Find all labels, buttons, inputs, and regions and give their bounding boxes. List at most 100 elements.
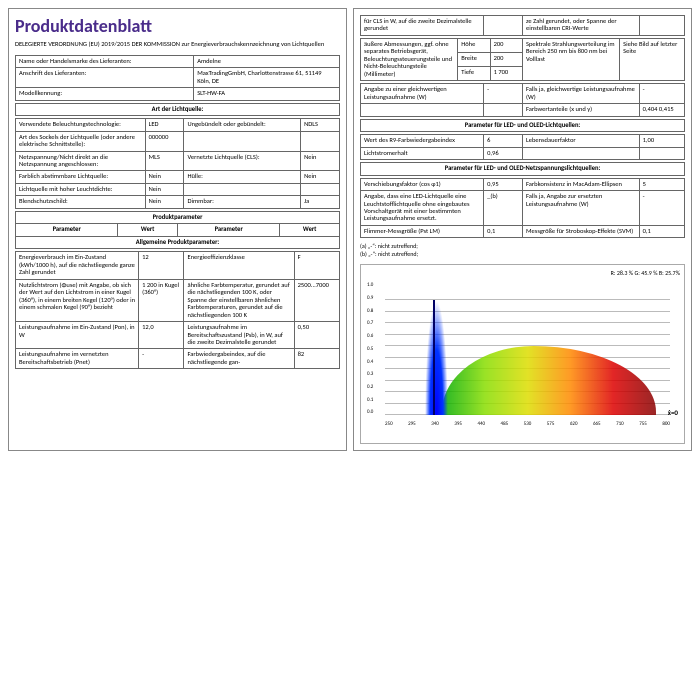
cell: Nein [145, 196, 184, 208]
dim-cell: Tiefe [458, 67, 490, 81]
cell: 12 [139, 252, 184, 279]
x-tick: 710 [616, 421, 624, 427]
cell: Vernetzte Lichtquelle (CLS): [184, 151, 301, 171]
cell: MLS [145, 151, 184, 171]
cell [639, 16, 684, 36]
param-col: Wert [118, 224, 178, 236]
netz-hdr-table: Parameter für LED- und OLED-Netzspannung… [360, 162, 685, 175]
x-tick: 665 [593, 421, 601, 427]
cell: Angabe, dass eine LED-Lichtquelle eine L… [361, 191, 484, 226]
cell: - [484, 84, 523, 104]
allg-body: Energieverbrauch im Ein-Zustand (kWh/100… [15, 251, 340, 369]
footnote-a: (a) „-“: nicht zutreffend; [360, 242, 685, 250]
y-tick: 0.3 [367, 371, 373, 377]
y-axis: 0.00.10.20.30.40.50.60.70.80.91.0 [367, 282, 373, 415]
supplier-addr-label: Anschrift des Lieferanten: [16, 68, 194, 88]
model-value: SLT-HW-FA [194, 88, 340, 100]
cell: Nein [301, 151, 340, 171]
x-tick: 620 [570, 421, 578, 427]
cell [522, 147, 639, 159]
cell: - [639, 191, 684, 226]
param-table: Produktparameter ParameterWertParameterW… [15, 211, 340, 249]
led-body: Wert des R9-Farbwiedergabeindex6Lebensda… [360, 134, 685, 160]
cell: 000000 [145, 131, 184, 151]
allg-header: Allgemeine Produktparameter: [16, 236, 340, 248]
left-column: Produktdatenblatt DELEGIERTE VERORDNUNG … [8, 8, 347, 451]
led-header: Parameter für LED- und OLED-Lichtquellen… [361, 119, 685, 131]
cell: NDLS [301, 119, 340, 131]
cell [639, 147, 684, 159]
netz-body: Verschiebungsfaktor (cos φ1)0,95Farbkons… [360, 178, 685, 239]
cell: - [139, 349, 184, 369]
cell: Hülle: [184, 171, 301, 183]
cell: 0,95 [484, 178, 523, 190]
cell: Leistungsaufnahme im vernetzten Bereitsc… [16, 349, 139, 369]
cell: Wert des R9-Farbwiedergabeindex [361, 135, 484, 147]
x-tick: 295 [408, 421, 416, 427]
led-hdr-table: Parameter für LED- und OLED-Lichtquellen… [360, 119, 685, 132]
cell: Art des Sockels der Lichtquelle (oder an… [16, 131, 146, 151]
x-label: ẋ=0 [668, 408, 678, 417]
dims-label: äußere Abmessungen, ggf. ohne separates … [361, 38, 458, 80]
cell: ze Zahl gerundet, oder Spanne der einste… [522, 16, 639, 36]
cell: 1,00 [639, 135, 684, 147]
doc-title: Produktdatenblatt [15, 15, 340, 37]
cell: Farblich abstimmbare Lichtquelle: [16, 171, 146, 183]
page-root: Produktdatenblatt DELEGIERTE VERORDNUNG … [0, 0, 700, 459]
cell: Falls ja, Angabe zur ersetzten Leistungs… [522, 191, 639, 226]
spectrum-chart: R: 28.3 % G: 45.9 % B: 25.7% 0.00.10.20.… [360, 264, 685, 444]
art-body: Verwendete Beleuchtungstechnologie:LEDUn… [15, 118, 340, 209]
x-tick: 800 [662, 421, 670, 427]
cell: Flimmer-Messgröße (Pst LM) [361, 225, 484, 237]
dim-cell: Höhe [458, 38, 490, 52]
cell: Angabe zu einer gleichwertigen Leistungs… [361, 84, 484, 104]
x-tick: 395 [454, 421, 462, 427]
x-tick: 440 [477, 421, 485, 427]
cell: 2500...7000 [294, 279, 339, 321]
dim-cell: 200 [490, 38, 522, 52]
cell: Verschiebungsfaktor (cos φ1) [361, 178, 484, 190]
cell: Falls ja, gleichwertige Leistungsaufnahm… [522, 84, 639, 104]
spectrum-gradient [442, 346, 656, 415]
doc-subtitle: DELEGIERTE VERORDNUNG (EU) 2019/2015 DER… [15, 41, 340, 49]
x-tick: 575 [547, 421, 555, 427]
x-tick: 250 [385, 421, 393, 427]
cell: Netzspannung/Nicht direkt an die Netzspa… [16, 151, 146, 171]
cell: Nein [145, 183, 184, 195]
footnote-b: (b) „-“: nicht zutreffend; [360, 250, 685, 258]
supplier-name-label: Name oder Handelsmarke des Lieferanten: [16, 55, 194, 67]
cell: Blendschutzschild: [16, 196, 146, 208]
y-tick: 0.5 [367, 346, 373, 352]
blue-peak-line [433, 300, 435, 415]
cell: Lebensdauerfaktor [522, 135, 639, 147]
param-header: Produktparameter [16, 211, 340, 223]
cell: 5 [639, 178, 684, 190]
cell: Farbkonsistenz in MacAdam-Ellipsen [522, 178, 639, 190]
supplier-table: Name oder Handelsmarke des Lieferanten:A… [15, 55, 340, 101]
dim-cell: 1 700 [490, 67, 522, 81]
cell [301, 183, 340, 195]
cell: F [294, 252, 339, 279]
cell [484, 16, 523, 36]
cell: Energieeffizienzklasse [184, 252, 294, 279]
supplier-name: Amdelne [194, 55, 340, 67]
x-tick: 530 [524, 421, 532, 427]
x-tick: 755 [639, 421, 647, 427]
cell: Farbwertanteile (x und y) [522, 104, 639, 116]
param-col: Wert [280, 224, 340, 236]
cell: Verwendete Beleuchtungstechnologie: [16, 119, 146, 131]
dim-cell: Breite [458, 53, 490, 67]
cell: Leistungsaufnahme im Bereitschaftszustan… [184, 322, 294, 349]
cell: Nein [301, 171, 340, 183]
footnotes: (a) „-“: nicht zutreffend; (b) „-“: nich… [360, 242, 685, 258]
y-tick: 0.2 [367, 384, 373, 390]
supplier-addr: MaxTradingGmbH, Charlottenstrasse 61, 51… [194, 68, 340, 88]
cell: Energieverbrauch im Ein-Zustand (kWh/100… [16, 252, 139, 279]
cell: Lichtquelle mit hoher Leuchtdichte: [16, 183, 146, 195]
param-col: Parameter [16, 224, 118, 236]
cell: ähnliche Farbtemperatur, gerundet auf di… [184, 279, 294, 321]
x-axis: 250295340395440485530575620665710755800 [385, 421, 670, 427]
cell: - [639, 84, 684, 104]
cell: Ungebündelt oder gebündelt: [184, 119, 301, 131]
dims-right: Spektrale Strahlungsverteilung im Bereic… [522, 38, 619, 80]
